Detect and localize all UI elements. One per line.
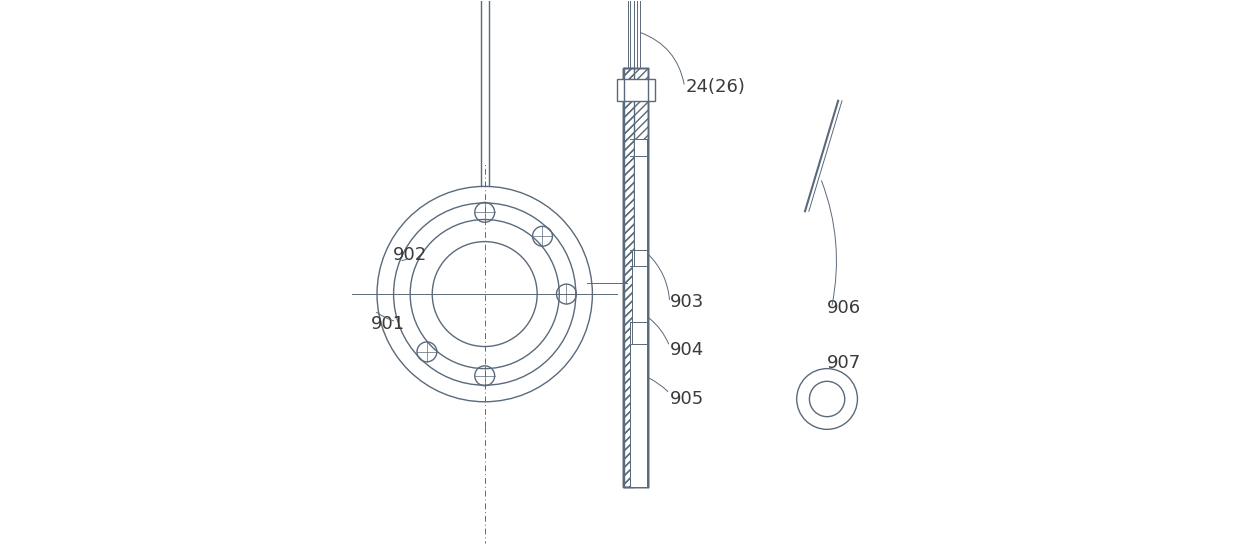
Text: 905: 905 xyxy=(670,390,704,408)
Bar xyxy=(632,250,646,322)
Text: 24(26): 24(26) xyxy=(686,78,745,96)
Text: 907: 907 xyxy=(827,354,862,372)
Bar xyxy=(618,79,655,101)
Text: 906: 906 xyxy=(827,299,862,317)
Bar xyxy=(622,68,647,487)
Bar xyxy=(630,322,646,487)
FancyBboxPatch shape xyxy=(622,68,647,487)
Text: 901: 901 xyxy=(371,315,404,334)
Bar xyxy=(622,68,634,487)
Text: 902: 902 xyxy=(393,246,427,264)
Bar xyxy=(634,139,646,250)
Text: 904: 904 xyxy=(670,341,704,360)
Text: 903: 903 xyxy=(670,294,704,311)
